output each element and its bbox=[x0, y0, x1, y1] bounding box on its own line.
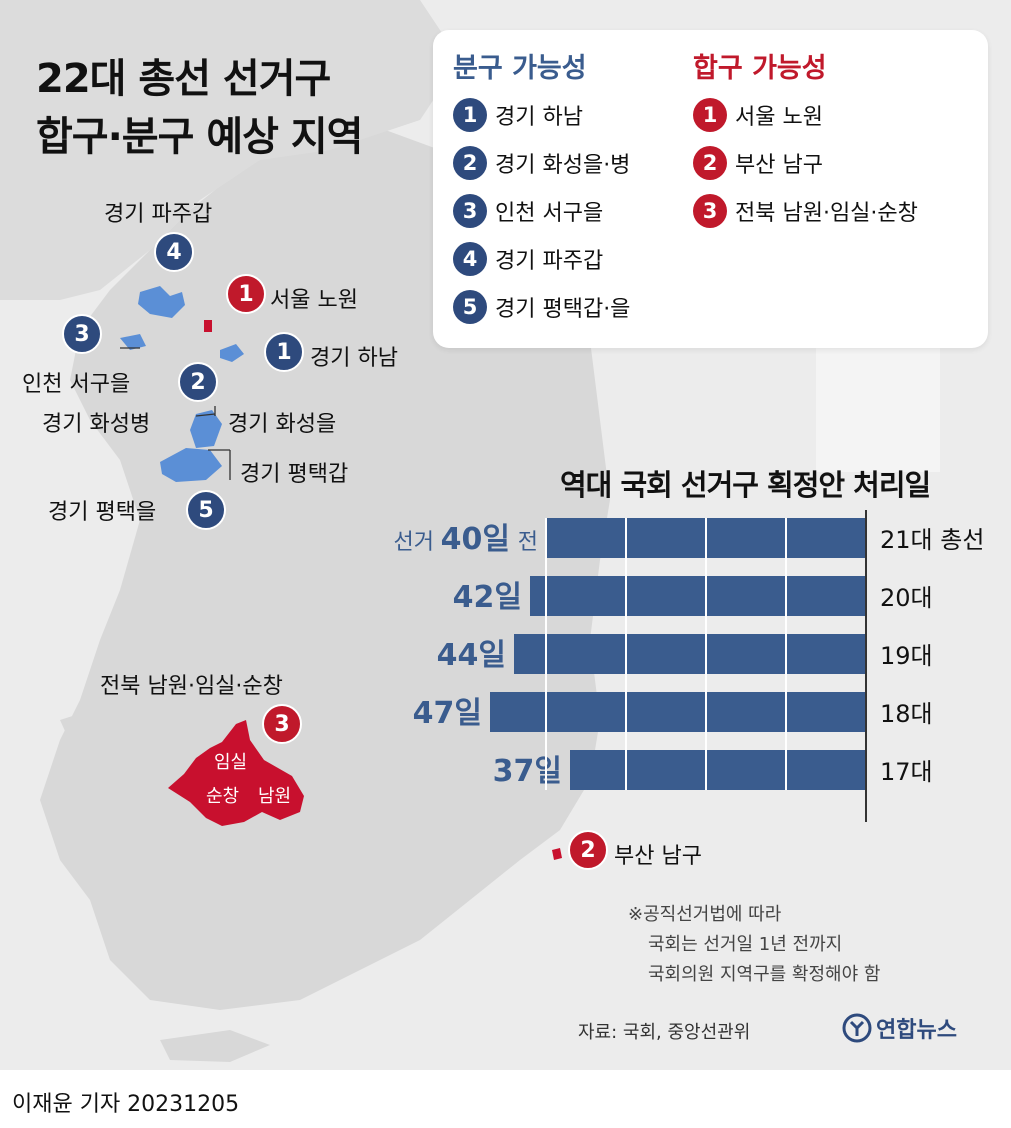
map-label-sunchang: 순창 bbox=[206, 786, 240, 807]
bar-value-label-3: 47일 bbox=[413, 696, 482, 731]
map-label-namwon: 남원 bbox=[258, 786, 292, 807]
legend-split-badge: 1 bbox=[453, 98, 487, 132]
legend-split-badge: 5 bbox=[453, 290, 487, 324]
nowon-region bbox=[204, 320, 212, 332]
category-label-1: 20대 bbox=[880, 584, 933, 612]
legend-split-heading: 분구 가능성 bbox=[453, 53, 587, 84]
badge-hanam: 1 bbox=[264, 332, 304, 372]
category-label-0: 21대 총선 bbox=[880, 526, 984, 554]
badge-jeonbuk: 3 bbox=[262, 704, 302, 744]
island-west bbox=[60, 712, 92, 742]
yonhap-logo-icon bbox=[842, 1013, 872, 1043]
map-label-seoul-nowon: 서울 노원 bbox=[270, 288, 358, 313]
category-label-3: 18대 bbox=[880, 700, 933, 728]
map-label-hanam: 경기 하남 bbox=[310, 346, 398, 371]
badge-busan: 2 bbox=[568, 830, 608, 870]
category-label-4: 17대 bbox=[880, 758, 933, 786]
legend-card: 분구 가능성 합구 가능성 1 경기 하남 2 경기 화성을·병 3 인천 서구… bbox=[433, 30, 988, 348]
incheon-region bbox=[120, 334, 146, 350]
legend-split-item-2: 2 경기 화성을·병 bbox=[453, 146, 630, 180]
legend-split-label: 경기 평택갑·을 bbox=[495, 297, 631, 322]
legend-split-label: 경기 화성을·병 bbox=[495, 153, 631, 178]
legend-split-badge: 2 bbox=[453, 146, 487, 180]
legend-merge-label: 전북 남원·임실·순창 bbox=[735, 201, 918, 226]
yonhap-logo: 연합뉴스 bbox=[842, 1012, 957, 1044]
byline: 이재윤 기자 20231205 bbox=[12, 1092, 240, 1117]
paju-region bbox=[138, 286, 185, 318]
hwaseong-connector bbox=[195, 413, 216, 417]
yonhap-logo-text: 연합뉴스 bbox=[876, 1018, 957, 1043]
badge-seoul-nowon: 1 bbox=[226, 274, 266, 314]
jeonbuk-region bbox=[168, 720, 304, 826]
bar-value-label-2: 44일 bbox=[437, 638, 506, 673]
legend-merge-badge: 2 bbox=[693, 146, 727, 180]
bar-value-label-0: 40일 bbox=[441, 522, 510, 557]
map-label-pyeongtaek-gap: 경기 평택갑 bbox=[240, 462, 349, 487]
badge-paju: 4 bbox=[154, 232, 194, 272]
bar-value-label-4: 37일 bbox=[493, 754, 562, 789]
bar-4 bbox=[570, 750, 866, 790]
hwaseong-region bbox=[190, 410, 222, 448]
legend-split-badge: 4 bbox=[453, 242, 487, 276]
source-text: 자료: 국회, 중앙선관위 bbox=[578, 1022, 751, 1043]
legend-merge-heading: 합구 가능성 bbox=[693, 53, 827, 84]
jeju-island bbox=[160, 1030, 270, 1062]
legend-split-item-5: 5 경기 평택갑·을 bbox=[453, 290, 630, 324]
badge-pyeongtaek: 5 bbox=[186, 490, 226, 530]
bar-prefix-label: 선거 bbox=[394, 530, 434, 555]
bar-1 bbox=[530, 576, 866, 616]
map-label-incheon: 인천 서구을 bbox=[22, 372, 131, 397]
map-label-busan: 부산 남구 bbox=[614, 844, 702, 869]
north-land bbox=[0, 0, 460, 300]
legend-split-item-1: 1 경기 하남 bbox=[453, 98, 583, 132]
main-title-line-2: 합구·분구 예상 지역 bbox=[36, 114, 363, 160]
legend-split-item-3: 3 인천 서구을 bbox=[453, 194, 603, 228]
chart-title: 역대 국회 선거구 획정안 처리일 bbox=[560, 468, 931, 502]
footnote-line-2: 국회는 선거일 1년 전까지 bbox=[648, 934, 843, 955]
infographic-canvas: 22대 총선 선거구 합구·분구 예상 지역 경기 파주갑 4 1 서울 노원 … bbox=[0, 0, 1011, 1070]
pyeongtaek-region bbox=[160, 448, 222, 482]
map-label-hwaseong-byeong: 경기 화성병 bbox=[42, 412, 151, 437]
map-label-pyeongtaek-eul: 경기 평택을 bbox=[48, 500, 157, 525]
legend-merge-label: 서울 노원 bbox=[735, 105, 823, 130]
legend-split-label: 경기 하남 bbox=[495, 105, 583, 130]
footnote-line-1: ※공직선거법에 따라 bbox=[628, 904, 782, 925]
bar-suffix-label: 전 bbox=[518, 530, 538, 555]
legend-merge-badge: 3 bbox=[693, 194, 727, 228]
map-label-jeonbuk: 전북 남원·임실·순창 bbox=[100, 674, 283, 699]
bar-3 bbox=[490, 692, 866, 732]
bar-value-label-1: 42일 bbox=[453, 580, 522, 615]
badge-hwaseong: 2 bbox=[178, 362, 218, 402]
legend-merge-label: 부산 남구 bbox=[735, 153, 823, 178]
legend-merge-item-1: 1 서울 노원 bbox=[693, 98, 823, 132]
bar-chart: 40일 21대 총선 42일 20대 44일 19대 47일 18대 37일 17대 전 선거 bbox=[394, 510, 984, 822]
legend-split-label: 경기 파주갑 bbox=[495, 249, 604, 274]
legend-split-item-4: 4 경기 파주갑 bbox=[453, 242, 603, 276]
legend-merge-badge: 1 bbox=[693, 98, 727, 132]
footnote-line-3: 국회의원 지역구를 확정해야 함 bbox=[648, 964, 881, 985]
busan-region bbox=[552, 848, 562, 860]
map-label-hwaseong-eul: 경기 화성을 bbox=[228, 412, 337, 437]
legend-merge-item-3: 3 전북 남원·임실·순창 bbox=[693, 194, 918, 228]
bar-2 bbox=[514, 634, 866, 674]
legend-split-label: 인천 서구을 bbox=[495, 201, 604, 226]
hanam-region bbox=[220, 344, 244, 362]
legend-split-badge: 3 bbox=[453, 194, 487, 228]
badge-incheon: 3 bbox=[62, 314, 102, 354]
category-label-2: 19대 bbox=[880, 642, 933, 670]
map-label-imsil: 임실 bbox=[214, 752, 248, 773]
map-label-paju: 경기 파주갑 bbox=[104, 202, 213, 227]
main-title-line-1: 22대 총선 선거구 bbox=[36, 56, 331, 102]
legend-merge-item-2: 2 부산 남구 bbox=[693, 146, 823, 180]
